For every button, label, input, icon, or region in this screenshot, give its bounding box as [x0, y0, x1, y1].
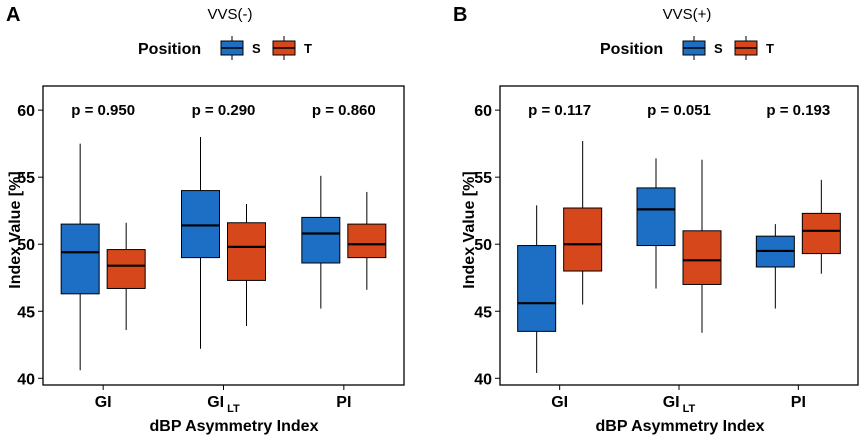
x-tick-label: PI	[336, 394, 351, 411]
box-s-2	[181, 190, 220, 259]
y-axis-label: Index Value [%]	[7, 171, 24, 288]
box-s-1	[60, 223, 100, 295]
x-tick-label-sub: LT	[227, 403, 240, 415]
legend-s-label: S	[252, 41, 261, 56]
box-t-1	[106, 249, 146, 289]
p-value-label: p = 0.051	[647, 102, 711, 119]
y-tick-label: 45	[17, 304, 35, 321]
y-tick-label: 50	[17, 237, 35, 254]
p-value-label: p = 0.290	[192, 102, 256, 119]
y-tick-label: 40	[474, 371, 492, 388]
x-axis-label: dBP Asymmetry Index	[596, 418, 765, 435]
y-tick-label: 60	[474, 103, 492, 120]
y-tick-label: 55	[17, 170, 35, 187]
legend: Position S T	[138, 36, 312, 60]
legend-t-label: T	[304, 41, 312, 56]
p-value-label: p = 0.193	[766, 102, 830, 119]
box-t-3	[801, 212, 841, 255]
legend-title: Position	[600, 41, 663, 58]
x-tick-label-main: GI	[95, 394, 112, 411]
x-tick-label-main: GI	[207, 394, 224, 411]
p-value-label: p = 0.117	[528, 102, 591, 119]
y-tick-label: 60	[17, 103, 35, 120]
x-tick-label: GI	[95, 394, 112, 411]
panel-a: A VVS(-) Position S T Index Value [%] dB…	[6, 4, 405, 435]
x-tick-label-main: PI	[791, 394, 806, 411]
box-t-2	[682, 230, 722, 285]
x-tick-label: GI	[551, 394, 568, 411]
legend-title: Position	[138, 41, 201, 58]
box-s-3	[301, 216, 341, 264]
chart-title: VVS(+)	[663, 6, 712, 23]
x-axis-label: dBP Asymmetry Index	[150, 418, 319, 435]
x-tick-label: PI	[791, 394, 806, 411]
p-value-label: p = 0.950	[71, 102, 135, 119]
legend-t-label: T	[766, 41, 774, 56]
panel-letter: B	[453, 4, 467, 26]
x-tick-label-main: GI	[551, 394, 568, 411]
y-tick-label: 50	[474, 237, 492, 254]
legend: Position S T	[600, 36, 774, 60]
x-tick-label: GI LT	[207, 394, 240, 415]
x-tick-label-sub: LT	[683, 403, 696, 415]
x-tick-label: GI LT	[663, 394, 696, 415]
box-t-3	[347, 223, 387, 259]
x-tick-label-main: PI	[336, 394, 351, 411]
chart-title: VVS(-)	[208, 6, 253, 23]
y-tick-label: 45	[474, 304, 492, 321]
legend-s-label: S	[714, 41, 723, 56]
box-t-2	[227, 222, 266, 281]
y-tick-label: 55	[474, 170, 492, 187]
box-t-1	[563, 207, 603, 272]
box-s-2	[636, 187, 676, 247]
panel-b: B VVS(+) Position S T Index Value [%] dB…	[453, 4, 859, 435]
p-value-label: p = 0.860	[312, 102, 376, 119]
y-tick-label: 40	[17, 371, 35, 388]
panel-letter: A	[6, 4, 20, 26]
box-s-1	[517, 245, 557, 332]
x-tick-label-main: GI	[663, 394, 680, 411]
y-axis-label: Index Value [%]	[461, 171, 478, 288]
